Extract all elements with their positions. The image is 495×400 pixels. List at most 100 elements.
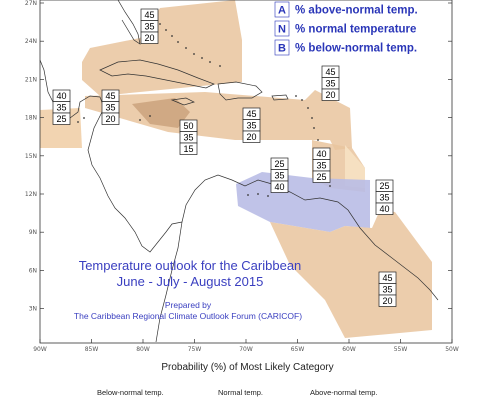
legend-text-below: % below-normal temp. [295, 43, 417, 55]
forecast-zones [40, 0, 432, 338]
prob-cell-value: 15 [183, 144, 193, 154]
prob-cell-value: 40 [316, 149, 326, 159]
prob-cell-value: 40 [56, 91, 66, 101]
map-title-line-1: Temperature outlook for the Caribbean [79, 258, 302, 273]
prob-cell-value: 35 [246, 121, 256, 131]
prob-cell-frame [52, 112, 71, 125]
prob-cell-value: 25 [316, 172, 326, 182]
lat-tick-label: 3N [29, 306, 37, 313]
zone-windward-normal [345, 145, 365, 188]
prob-cell-frame [270, 180, 289, 193]
lat-tick-label: 12N [25, 191, 37, 198]
prob-cell-value: 40 [379, 204, 389, 214]
prob-cell-value: 35 [183, 133, 193, 143]
zone-jamaica-dark [132, 98, 190, 128]
prob-cell-frame [378, 294, 397, 307]
prob-cell-value: 35 [382, 285, 392, 295]
legend-text-above: % above-normal temp. [295, 5, 418, 17]
prob-cell-value: 20 [325, 90, 335, 100]
lon-tick-label: 75W [188, 346, 202, 353]
prob-cell-value: 20 [105, 114, 115, 124]
lon-tick-label: 55W [394, 346, 408, 353]
footer-label-normal: Normal temp. [218, 388, 264, 397]
lon-tick-label: 90W [33, 346, 47, 353]
legend-letter-n: N [278, 24, 286, 36]
coast-florida [117, 0, 141, 45]
legend-letter-box-n [274, 20, 290, 37]
prob-cell-value: 25 [379, 181, 389, 191]
lon-tick-label: 80W [136, 346, 150, 353]
coast-jamaica [170, 97, 195, 106]
legend-letter-a: A [278, 5, 286, 17]
lat-tick-label: 27N [25, 0, 37, 7]
prob-cell-value: 40 [274, 182, 284, 192]
lat-tick-label: 15N [25, 153, 37, 160]
prob-cell-value: 35 [56, 103, 66, 113]
legend-letter-box-b [274, 39, 290, 56]
lon-tick-label: 70W [239, 346, 253, 353]
lat-tick-label: 24N [25, 38, 37, 45]
lat-tick-label: 18N [25, 115, 37, 122]
credit-line-1: Prepared by [165, 300, 212, 310]
lat-tick-label: 6N [29, 267, 37, 274]
prob-cell-frame [312, 170, 331, 183]
prob-cell-frame [242, 130, 261, 143]
prob-cell-value: 20 [246, 132, 256, 142]
credit-line-2: The Caribbean Regional Climate Outlook F… [74, 311, 302, 321]
legend-text-normal: % normal temperature [295, 24, 416, 36]
coast-south-america [181, 174, 439, 301]
prob-cell-value: 50 [183, 121, 193, 131]
lat-tick-label: 21N [25, 76, 37, 83]
lon-tick-label: 50W [445, 346, 459, 353]
coast-puerto-rico [271, 94, 289, 101]
prob-cell-value: 45 [246, 109, 256, 119]
footer-label-below: Below-normal temp. [97, 388, 164, 397]
prob-cell-frame [101, 112, 120, 125]
prob-cell-value: 25 [56, 114, 66, 124]
prob-cell-value: 35 [325, 79, 335, 89]
map-title: Temperature outlook for the Caribbean Ju… [74, 258, 302, 321]
legend-letter-b: B [278, 43, 286, 55]
lat-tick-label: 9N [29, 229, 37, 236]
legend-letter-box-a [274, 1, 290, 18]
footer-label-above: Above-normal temp. [310, 388, 378, 397]
prob-cell-value: 35 [144, 22, 154, 32]
prob-cell-frame [140, 31, 159, 44]
footer-title: Probability (%) of Most Likely Category [161, 362, 334, 373]
prob-cell-frame [179, 142, 198, 155]
prob-cell-value: 45 [382, 273, 392, 283]
prob-cell-frame [375, 202, 394, 215]
coast-hispaniola [217, 81, 263, 101]
coast-sa-west [155, 221, 183, 343]
coast-cuba [99, 59, 215, 89]
lon-tick-label: 60W [342, 346, 356, 353]
zone-abc-islands [236, 172, 370, 232]
lon-tick-label: 85W [85, 346, 99, 353]
zone-belize [40, 108, 82, 148]
prob-cell-value: 35 [316, 161, 326, 171]
prob-cell-value: 35 [105, 103, 115, 113]
prob-cell-value: 45 [144, 10, 154, 20]
prob-cell-value: 45 [325, 67, 335, 77]
zone-bahamas-cuba [82, 0, 242, 96]
lon-tick-label: 65W [291, 346, 305, 353]
prob-cell-value: 35 [274, 171, 284, 181]
map-title-line-2: June - July - August 2015 [117, 274, 264, 289]
probability-boxes: 4535204035254535205035154535204535202535… [52, 8, 397, 307]
prob-cell-value: 20 [382, 296, 392, 306]
prob-cell-value: 45 [105, 91, 115, 101]
prob-cell-value: 20 [144, 33, 154, 43]
prob-cell-value: 25 [274, 159, 284, 169]
prob-cell-frame [321, 88, 340, 101]
legend: A % above-normal temp. N % normal temper… [274, 1, 418, 56]
